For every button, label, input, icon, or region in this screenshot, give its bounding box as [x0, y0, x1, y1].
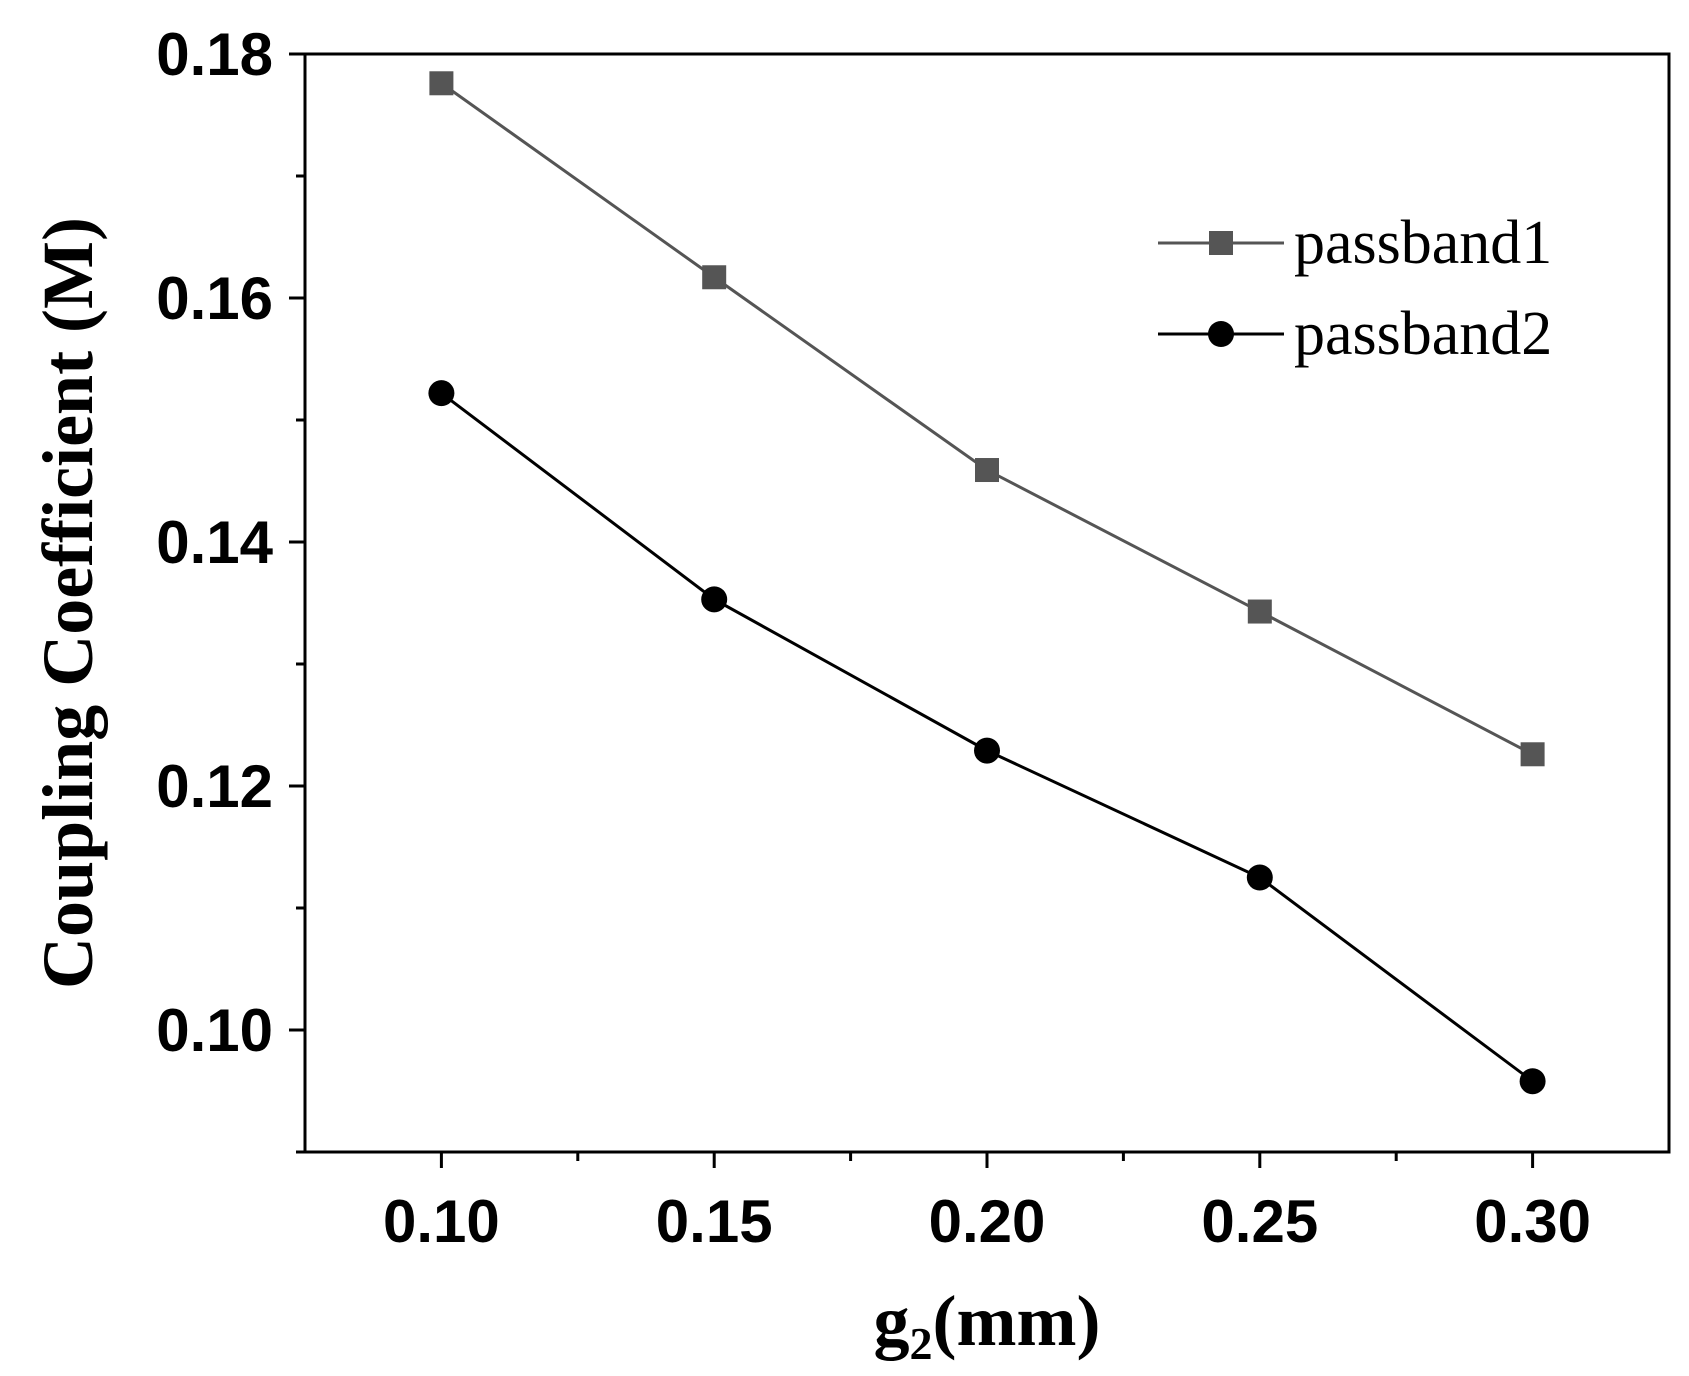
- series-line-passband2: [440, 391, 1534, 1083]
- y-tick-label: 0.12: [156, 753, 273, 820]
- legend-label: passband1: [1294, 209, 1552, 277]
- data-point: [974, 737, 1000, 764]
- x-tick-label: 0.20: [929, 1188, 1046, 1255]
- y-tick-label: 0.10: [156, 997, 273, 1064]
- legend-entry: passband2: [1158, 300, 1552, 368]
- legend: passband1 passband2: [1158, 209, 1552, 368]
- data-point: [975, 458, 999, 483]
- data-point: [1246, 864, 1273, 891]
- x-tick-label: 0.25: [1201, 1188, 1318, 1255]
- x-axis: 0.10 0.15 0.20 0.25 0.30: [383, 1152, 1591, 1255]
- data-point: [1519, 1068, 1546, 1095]
- data-point: [1520, 742, 1545, 767]
- y-axis-title: Coupling Coefficient (M): [28, 217, 108, 989]
- legend-label: passband2: [1294, 300, 1552, 368]
- data-point: [1247, 599, 1272, 624]
- legend-marker: [1208, 321, 1234, 347]
- series-line-passband1: [440, 82, 1534, 756]
- data-point: [429, 71, 454, 96]
- y-tick-label: 0.14: [156, 509, 273, 576]
- data-point: [702, 265, 727, 290]
- series-passband1: [429, 71, 1545, 767]
- x-axis-title: g2(mm): [874, 1281, 1101, 1369]
- x-tick-label: 0.15: [656, 1188, 773, 1255]
- legend-marker: [1209, 231, 1233, 255]
- data-point: [701, 586, 728, 613]
- y-tick-label: 0.16: [156, 265, 273, 332]
- x-tick-label: 0.10: [383, 1188, 500, 1255]
- x-axis-title-unit: (mm): [933, 1281, 1101, 1361]
- x-axis-title-subscript: 2: [910, 1318, 933, 1369]
- series-layer: [428, 71, 1546, 1095]
- x-axis-title-var: g: [874, 1281, 910, 1361]
- y-tick-label: 0.18: [156, 21, 273, 88]
- data-point: [428, 380, 455, 407]
- y-axis: 0.10 0.12 0.14 0.16 0.18: [156, 21, 305, 1154]
- legend-entry: passband1: [1158, 209, 1552, 277]
- x-tick-label: 0.30: [1474, 1188, 1591, 1255]
- series-passband2: [428, 380, 1546, 1095]
